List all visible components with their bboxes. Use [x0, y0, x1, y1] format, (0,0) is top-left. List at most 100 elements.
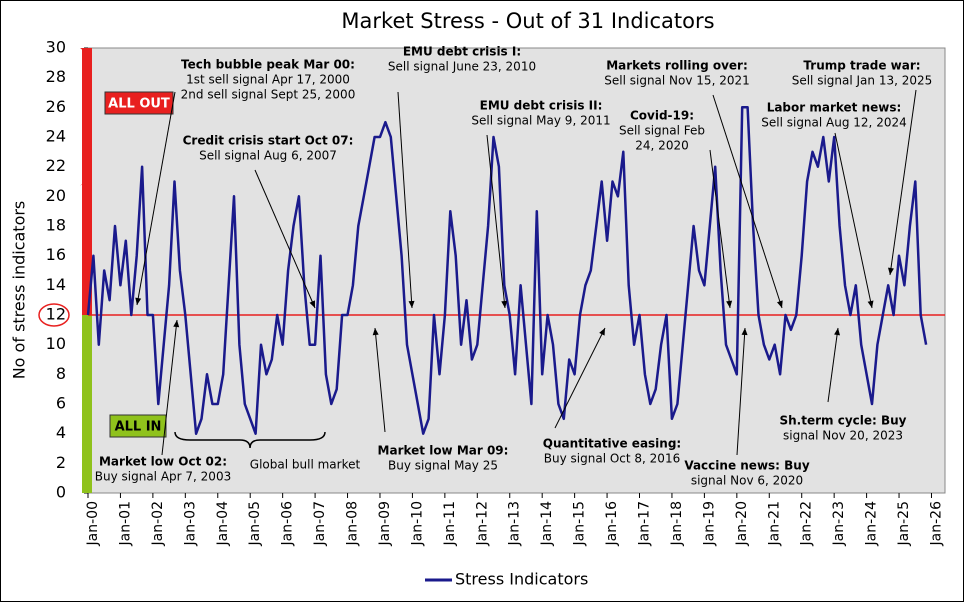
annotation-arrow — [161, 319, 178, 456]
x-tick-label: Jan-01 — [117, 501, 133, 546]
annotation: signal Nov 6, 2020 — [691, 474, 803, 488]
annotation: Sell signal Aug 12, 2024 — [761, 116, 906, 130]
annotation: EMU debt crisis II: — [480, 99, 603, 113]
annotation: 2nd sell signal Sept 25, 2000 — [181, 88, 356, 102]
annotation: Covid-19: — [630, 109, 694, 123]
annotation: Markets rolling over: — [606, 59, 748, 73]
annotation-arrow — [254, 169, 316, 309]
x-tick-label: Jan-26 — [928, 501, 944, 547]
series-line — [86, 106, 928, 435]
annotation: Sell signal Feb — [619, 124, 705, 138]
y-tick-label: 4 — [56, 423, 66, 442]
y-tick-label: 0 — [56, 483, 66, 502]
zone-brace — [82, 48, 92, 315]
annotation: Buy signal Oct 8, 2016 — [544, 452, 680, 466]
arrow-head — [776, 300, 783, 308]
x-tick-label: Jan-15 — [572, 501, 588, 546]
annotation: 1st sell signal Apr 17, 2000 — [186, 73, 350, 87]
x-tick-label: Jan-21 — [766, 501, 782, 546]
annotation-arrow — [554, 327, 606, 429]
x-tick-label: Jan-13 — [507, 501, 523, 546]
y-tick-label: 14 — [46, 275, 66, 294]
y-tick-label: 6 — [56, 394, 66, 413]
annotation: Credit crisis start Oct 07: — [183, 134, 354, 148]
y-tick-label: 28 — [46, 67, 66, 86]
annotation: Labor market news: — [767, 101, 902, 115]
x-tick-label: Jan-07 — [312, 501, 328, 546]
annotation-arrow — [712, 94, 783, 309]
annotation: Sell signal Nov 15, 2021 — [604, 74, 749, 88]
y-tick-label: 22 — [46, 156, 66, 175]
arrow-head — [309, 300, 315, 308]
arrow-head — [599, 328, 605, 336]
x-tick-label: Jan-18 — [669, 501, 685, 546]
annotation-arrow — [834, 132, 873, 309]
x-tick-label: Jan-03 — [182, 501, 198, 546]
chart-title: Market Stress - Out of 31 Indicators — [341, 9, 714, 33]
annotation-arrow — [486, 134, 506, 309]
arrow-head — [867, 300, 874, 308]
x-tick-label: Jan-09 — [377, 501, 393, 546]
annotation: Sell signal May 9, 2011 — [471, 114, 610, 128]
y-tick-label: 8 — [56, 364, 66, 383]
y-tick-label: 2 — [56, 453, 66, 472]
zone-label: ALL IN — [115, 420, 162, 435]
zone-brace — [82, 315, 92, 493]
annotation-arrow — [374, 327, 386, 433]
arrow-head — [501, 300, 508, 308]
x-tick-label: Jan-10 — [409, 501, 425, 546]
x-tick-label: Jan-06 — [280, 501, 296, 547]
annotation: EMU debt crisis I: — [403, 45, 521, 59]
annotation-arrow — [827, 327, 839, 403]
y-tick-label: 12 — [46, 305, 66, 324]
x-tick-label: Jan-02 — [150, 501, 166, 546]
bracket-label: Global bull market — [250, 458, 361, 472]
x-tick-label: Jan-11 — [442, 501, 458, 546]
x-tick-label: Jan-19 — [701, 501, 717, 546]
arrow-head — [741, 328, 748, 336]
annotation: Sell signal Jan 13, 2025 — [792, 74, 933, 88]
x-tick-label: Jan-14 — [539, 501, 555, 547]
x-tick-label: Jan-20 — [734, 501, 750, 546]
x-tick-label: Jan-23 — [831, 501, 847, 546]
y-tick-label: 10 — [46, 334, 66, 353]
x-tick-label: Jan-05 — [247, 501, 263, 546]
x-tick-label: Jan-12 — [474, 501, 490, 546]
x-tick-label: Jan-24 — [864, 501, 880, 547]
zone-box — [109, 414, 167, 438]
arrow-head — [173, 320, 180, 328]
threshold-marker — [38, 303, 70, 327]
bracket — [174, 431, 326, 449]
annotation: Market low Oct 02: — [99, 455, 227, 469]
x-tick-label: Jan-17 — [637, 501, 653, 546]
annotation: Sh.term cycle: Buy — [779, 414, 906, 428]
y-tick-label: 20 — [46, 186, 66, 205]
annotation: Sell signal June 23, 2010 — [388, 60, 536, 74]
y-tick-label: 16 — [46, 245, 66, 264]
annotation-arrow — [889, 89, 917, 276]
annotation-arrow — [136, 91, 176, 306]
arrow-head — [408, 300, 415, 308]
annotation-arrow — [397, 91, 413, 309]
annotation: Vaccine news: Buy — [684, 459, 810, 473]
arrow-head — [834, 328, 841, 336]
annotation: signal Nov 20, 2023 — [783, 429, 903, 443]
annotation-arrow — [736, 327, 746, 456]
annotation: Trump trade war: — [803, 59, 920, 73]
x-tick-label: Jan-04 — [215, 501, 231, 547]
legend-label: Stress Indicators — [455, 570, 588, 589]
arrow-head — [888, 267, 894, 275]
annotation: Market low Mar 09: — [378, 444, 509, 458]
zone-label: ALL OUT — [108, 97, 170, 112]
x-tick-label: Jan-00 — [85, 501, 101, 546]
plot-area — [87, 47, 946, 494]
y-tick-label: 18 — [46, 216, 66, 235]
annotation: Buy signal Apr 7, 2003 — [95, 470, 231, 484]
annotation: Quantitative easing: — [543, 437, 681, 451]
y-tick-label: 26 — [46, 97, 66, 116]
x-tick-label: Jan-16 — [604, 501, 620, 547]
x-tick-label: Jan-25 — [896, 501, 912, 546]
annotation: Buy signal May 25 — [388, 459, 498, 473]
y-axis-label: No of stress indicators — [10, 201, 29, 380]
